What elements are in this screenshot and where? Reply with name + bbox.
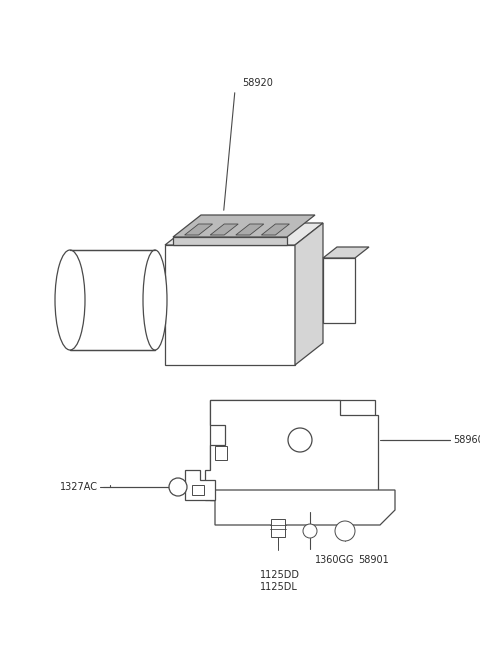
Ellipse shape [55, 250, 85, 350]
Polygon shape [295, 223, 323, 365]
Polygon shape [323, 247, 369, 258]
Text: 1125DD: 1125DD [260, 570, 300, 580]
Polygon shape [210, 224, 238, 235]
Polygon shape [236, 224, 264, 235]
Polygon shape [262, 224, 289, 235]
Polygon shape [173, 237, 287, 245]
Polygon shape [210, 400, 375, 500]
Circle shape [335, 521, 355, 541]
Polygon shape [70, 250, 155, 350]
Bar [215, 446, 227, 460]
Polygon shape [215, 490, 395, 525]
Circle shape [303, 524, 317, 538]
Polygon shape [185, 224, 213, 235]
Text: 1327AC: 1327AC [60, 482, 98, 492]
Circle shape [288, 428, 312, 452]
Polygon shape [205, 400, 378, 500]
Polygon shape [165, 223, 323, 245]
Polygon shape [185, 470, 215, 500]
Text: 58960: 58960 [453, 435, 480, 445]
Text: 1360GG: 1360GG [315, 555, 355, 565]
Polygon shape [323, 258, 355, 323]
Polygon shape [271, 519, 285, 537]
Text: 58920: 58920 [242, 78, 273, 88]
Circle shape [169, 478, 187, 496]
Text: 1125DL: 1125DL [260, 582, 298, 592]
Bar [192, 485, 204, 495]
Text: 58901: 58901 [358, 555, 389, 565]
Ellipse shape [143, 250, 167, 350]
Polygon shape [173, 215, 315, 237]
Polygon shape [165, 245, 295, 365]
